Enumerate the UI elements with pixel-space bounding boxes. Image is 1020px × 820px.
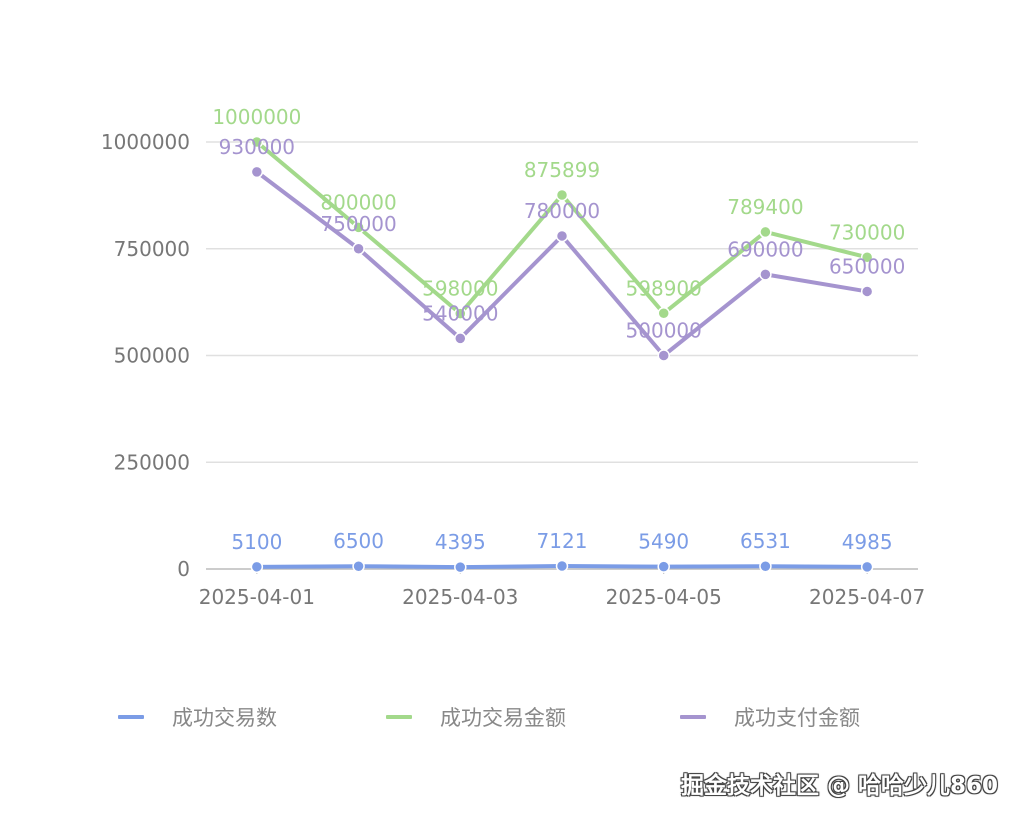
data-point[interactable] (555, 229, 569, 243)
grid-lines (206, 141, 918, 570)
watermark: 掘金技术社区 @ 哈哈少儿860 (680, 773, 998, 799)
data-label: 789400 (727, 195, 803, 219)
data-label: 6500 (333, 529, 384, 553)
data-label: 800000 (320, 190, 396, 214)
data-point[interactable] (250, 560, 264, 574)
data-label: 4395 (435, 530, 486, 554)
data-point[interactable] (352, 242, 365, 255)
x-tick-label: 2025-04-01 (199, 585, 315, 609)
x-tick-label: 2025-04-03 (402, 585, 518, 609)
data-label: 875899 (524, 158, 600, 182)
data-label: 4985 (842, 530, 893, 554)
data-point[interactable] (759, 268, 772, 281)
legend-swatch-icon (386, 715, 412, 719)
data-point[interactable] (352, 221, 365, 234)
data-label: 1000000 (212, 105, 301, 129)
data-label: 598900 (626, 276, 702, 300)
data-point[interactable] (555, 188, 569, 202)
series-lines (250, 135, 874, 574)
x-tick-label: 2025-04-05 (606, 585, 722, 609)
y-tick-label: 0 (177, 557, 190, 581)
data-point[interactable] (860, 560, 874, 574)
data-point[interactable] (759, 559, 772, 573)
data-point[interactable] (250, 165, 264, 179)
x-tick-label: 2025-04-07 (809, 585, 925, 609)
y-tick-label: 250000 (114, 450, 190, 474)
data-point[interactable] (657, 560, 670, 573)
data-label: 780000 (524, 199, 600, 223)
y-tick-label: 500000 (114, 344, 190, 368)
data-label: 730000 (829, 220, 905, 244)
data-point[interactable] (555, 559, 569, 573)
legend-item-payment-amount[interactable]: 成功支付金额 (680, 700, 860, 734)
legend-label: 成功交易金额 (440, 706, 566, 730)
legend-label: 成功支付金额 (734, 706, 860, 730)
x-axis: 2025-04-01 2025-04-03 2025-04-05 2025-04-07 (199, 569, 925, 609)
data-point[interactable] (860, 251, 874, 264)
data-label: 690000 (727, 237, 803, 261)
data-point[interactable] (454, 332, 467, 345)
legend-label: 成功交易数 (172, 706, 277, 730)
data-labels: 5100 6500 4395 7121 5490 6531 4985 1000000 80000… (212, 105, 905, 554)
data-point[interactable] (657, 307, 670, 320)
data-label: 500000 (626, 319, 702, 343)
data-point[interactable] (657, 349, 670, 362)
data-point[interactable] (860, 285, 874, 298)
data-point[interactable] (250, 135, 264, 149)
y-tick-label: 750000 (114, 237, 190, 261)
legend-swatch-icon (118, 715, 144, 719)
data-label: 750000 (320, 212, 396, 236)
legend-swatch-icon (680, 715, 706, 719)
y-axis: 0 250000 500000 750000 1000000 (101, 130, 190, 581)
data-label: 540000 (422, 301, 498, 325)
data-point[interactable] (454, 560, 467, 574)
data-label: 930000 (219, 135, 295, 159)
data-point[interactable] (454, 307, 467, 320)
data-point[interactable] (352, 559, 365, 573)
data-label: 5490 (638, 530, 689, 554)
data-label: 650000 (829, 254, 905, 278)
legend-item-transaction-amount[interactable]: 成功交易金额 (386, 700, 566, 734)
data-label: 5100 (231, 530, 282, 554)
data-point[interactable] (759, 225, 772, 239)
data-label: 598000 (422, 277, 498, 301)
legend: 成功交易数 成功交易金额 成功支付金额 (0, 700, 1020, 734)
data-label: 7121 (537, 529, 588, 553)
data-label: 6531 (740, 529, 791, 553)
y-tick-label: 1000000 (101, 130, 190, 154)
legend-item-transaction-count[interactable]: 成功交易数 (118, 700, 277, 734)
